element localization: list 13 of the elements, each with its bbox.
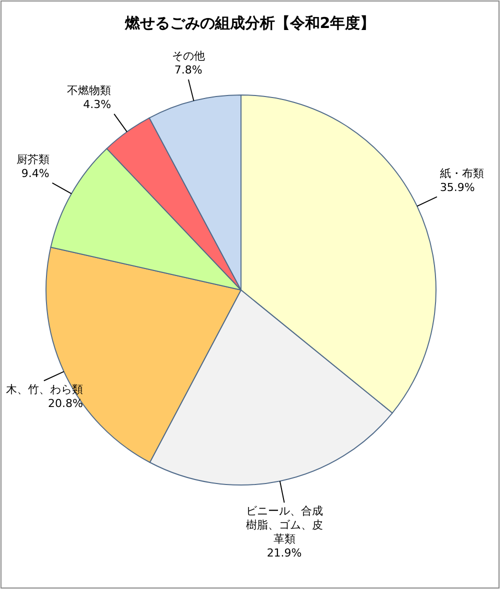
slice-label: 厨芥類 xyxy=(16,152,50,166)
chart-title: 燃せるごみの組成分析【令和2年度】 xyxy=(124,14,376,32)
data-label: 9.4% xyxy=(21,166,50,180)
slice-label: 紙・布類 xyxy=(440,166,484,180)
slice-label: ビニール、合成樹脂、ゴム、皮革類 xyxy=(246,504,323,546)
data-label: 35.9% xyxy=(440,180,475,194)
data-label: 20.8% xyxy=(48,396,83,410)
slice-label: その他 xyxy=(172,49,205,62)
slice-label: 不燃物類 xyxy=(67,84,112,97)
data-label: 7.8% xyxy=(174,63,202,76)
data-label: 4.3% xyxy=(83,98,112,111)
slice-label: 木、竹、わら類 xyxy=(6,382,83,396)
data-label: 21.9% xyxy=(266,546,302,560)
